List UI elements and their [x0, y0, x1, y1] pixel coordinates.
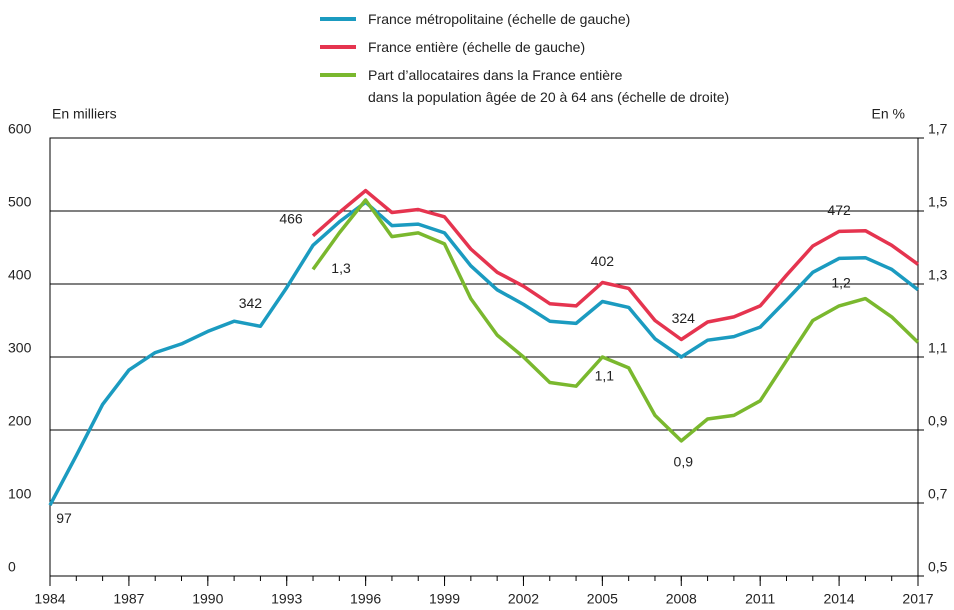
y-tick-label: 500 — [8, 194, 32, 210]
data-label: 466 — [279, 211, 303, 227]
y2-axis-label: En % — [872, 106, 905, 122]
y-tick-label: 100 — [8, 486, 32, 502]
x-tick-label: 1987 — [113, 591, 144, 607]
x-tick-label: 1999 — [429, 591, 460, 607]
data-label: 342 — [239, 295, 263, 311]
y2-tick-label: 0,5 — [928, 559, 948, 575]
data-label: 1,1 — [595, 368, 615, 384]
x-tick-label: 1984 — [34, 591, 65, 607]
x-tick-label: 2014 — [824, 591, 855, 607]
x-tick-label: 2011 — [745, 591, 775, 607]
data-label: 402 — [591, 253, 615, 269]
x-tick-label: 1996 — [350, 591, 381, 607]
legend-label: France entière (échelle de gauche) — [368, 39, 586, 55]
data-label: 1,2 — [831, 275, 851, 291]
x-tick-label: 2005 — [587, 591, 618, 607]
x-tick-label: 1990 — [192, 591, 223, 607]
y2-tick-label: 0,9 — [928, 413, 948, 429]
y2-tick-label: 1,3 — [928, 267, 948, 283]
y-tick-label: 200 — [8, 413, 32, 429]
plot-frame — [49, 137, 919, 577]
y2-tick-label: 1,7 — [928, 121, 948, 137]
data-label: 97 — [56, 510, 72, 526]
data-label: 0,9 — [674, 454, 694, 470]
legend-label: France métropolitaine (échelle de gauche… — [368, 11, 631, 27]
series-line — [311, 188, 920, 342]
y2-tick-label: 1,5 — [928, 194, 948, 210]
series-line — [311, 198, 920, 443]
x-tick-label: 2002 — [508, 591, 539, 607]
data-label: 1,3 — [331, 260, 351, 276]
y-tick-label: 300 — [8, 340, 32, 356]
series-line — [48, 200, 920, 507]
data-label: 324 — [672, 310, 696, 326]
y-tick-label: 600 — [8, 121, 32, 137]
x-tick-label: 2017 — [902, 591, 933, 607]
x-tick-label: 2008 — [666, 591, 697, 607]
y-tick-label: 400 — [8, 267, 32, 283]
y-axis-label: En milliers — [52, 106, 117, 122]
data-label: 472 — [827, 202, 851, 218]
y-tick-label: 0 — [8, 559, 16, 575]
y2-tick-label: 1,1 — [928, 340, 948, 356]
x-tick-label: 1993 — [271, 591, 302, 607]
legend-label: Part d’allocataires dans la France entiè… — [368, 67, 730, 105]
y2-tick-label: 0,7 — [928, 486, 948, 502]
